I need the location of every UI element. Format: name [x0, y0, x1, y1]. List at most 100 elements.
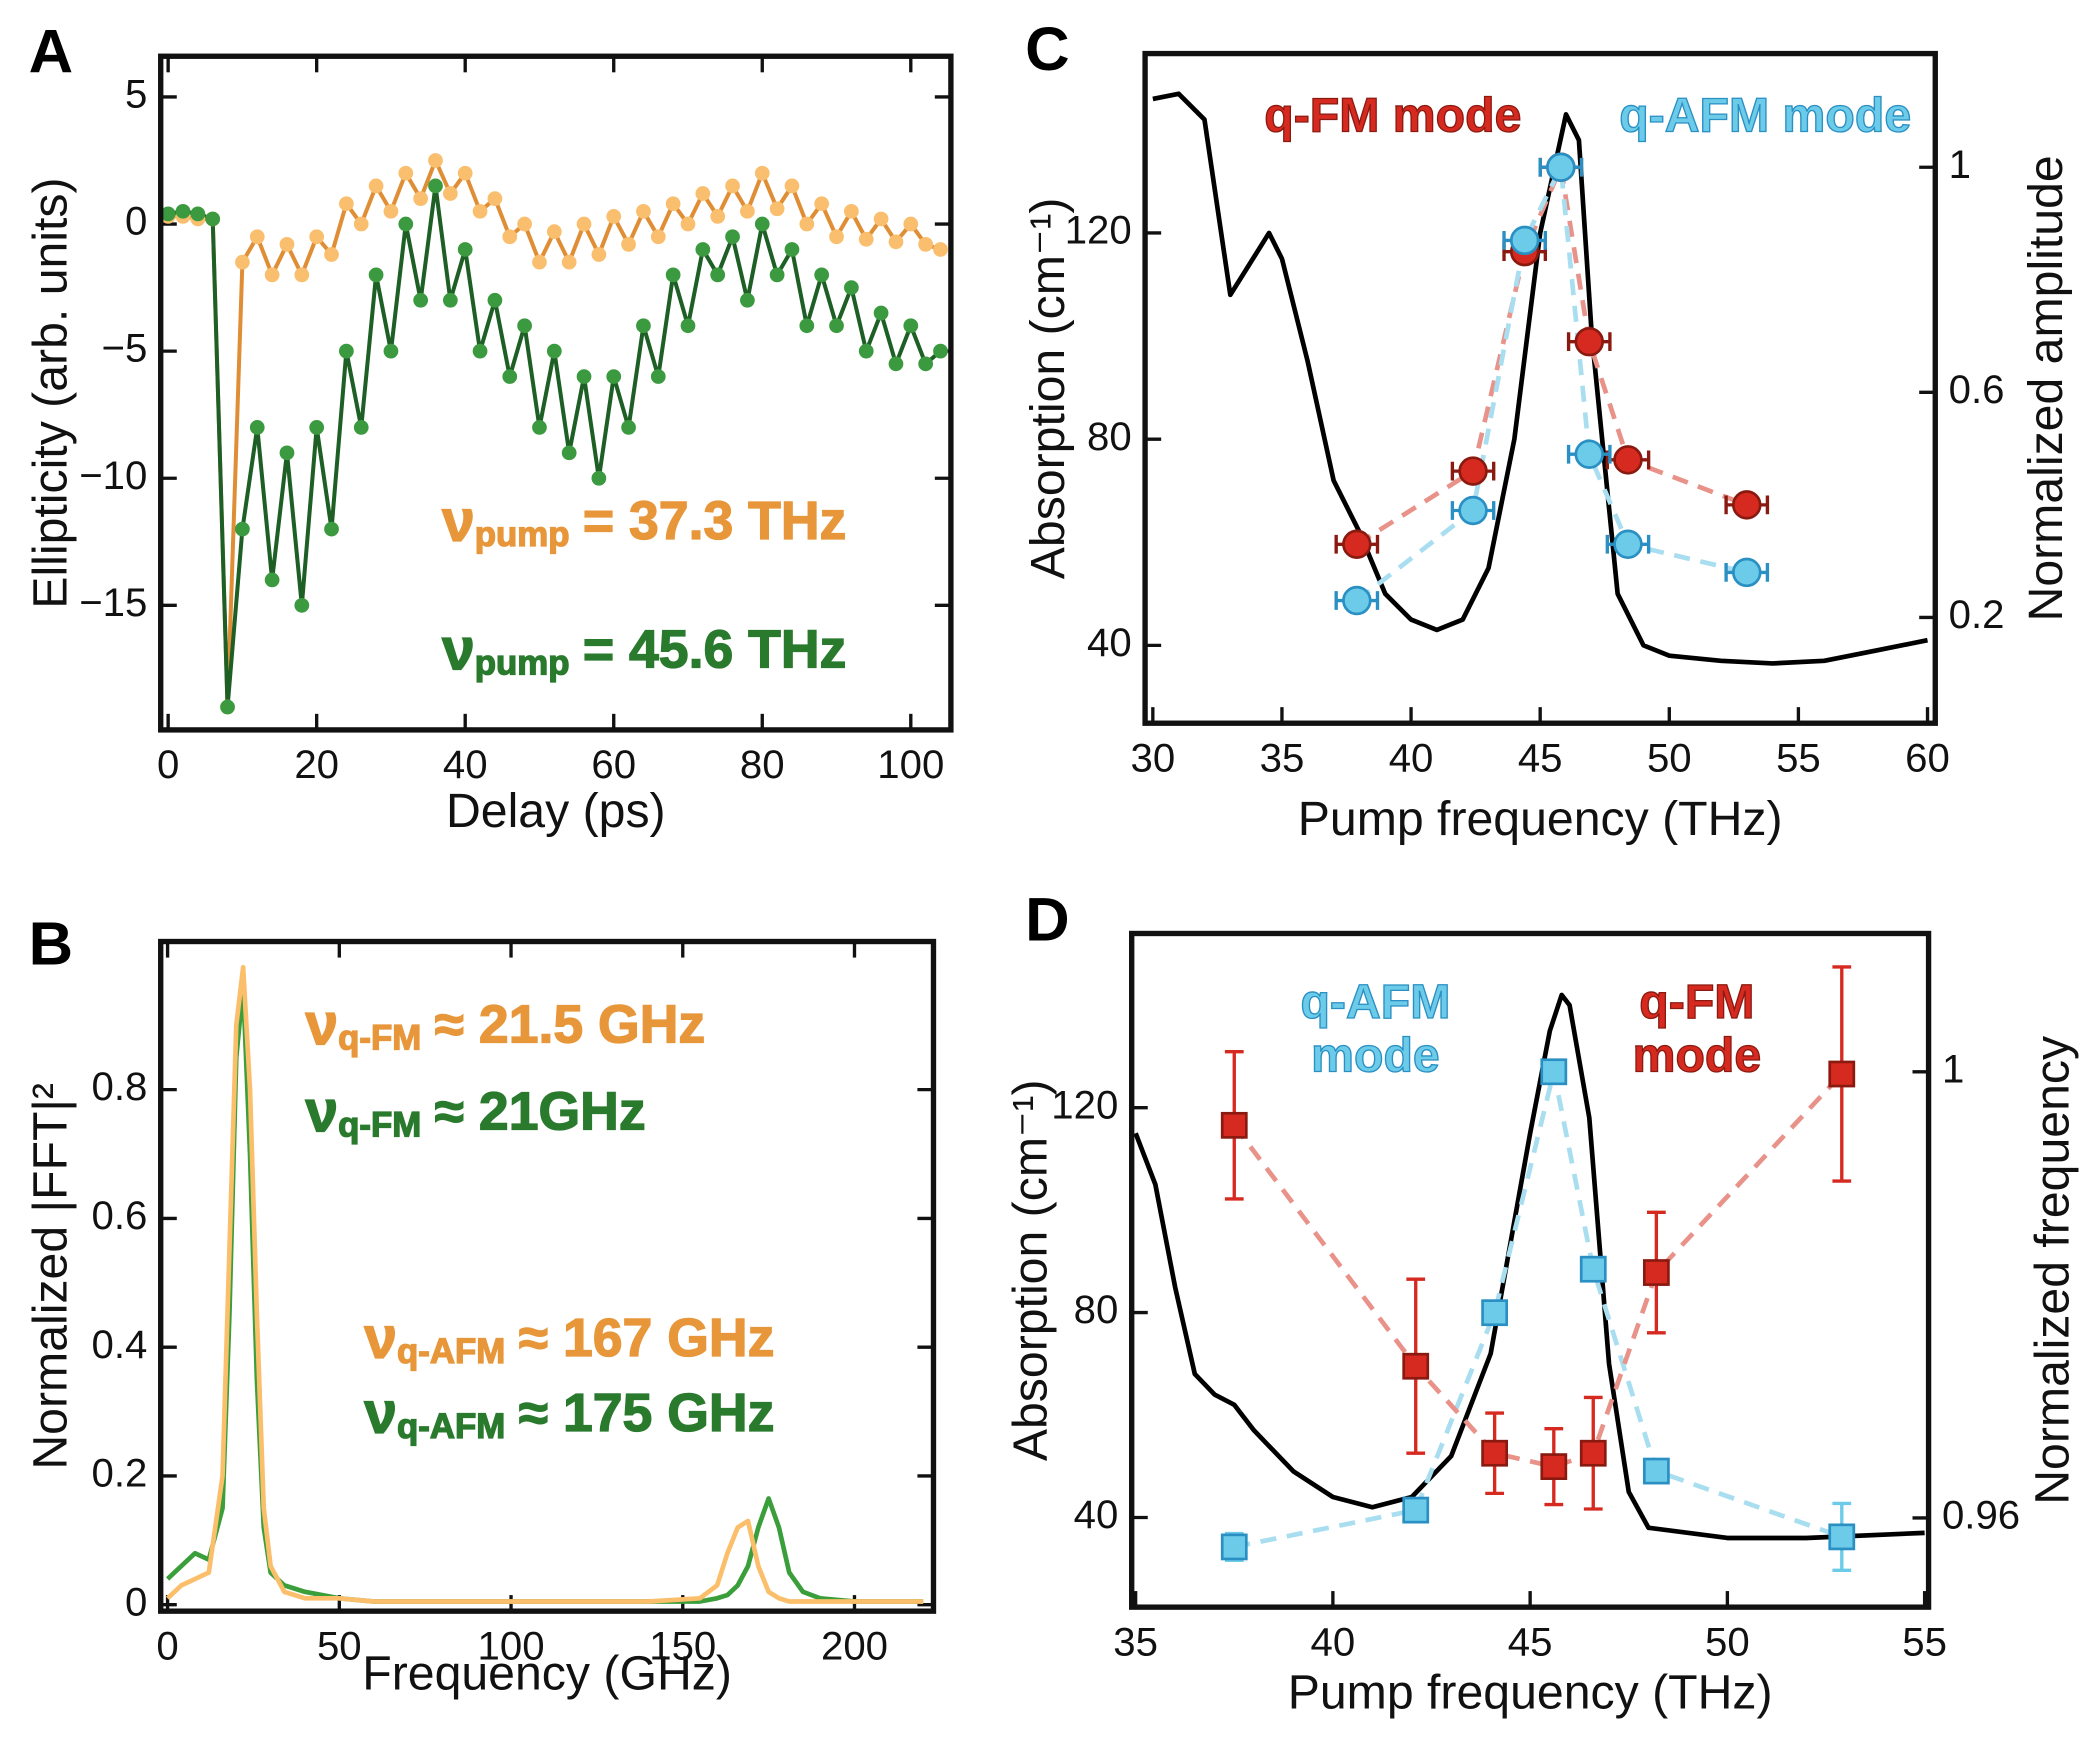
y2-tick-label: 0.2	[1949, 592, 2005, 637]
marker	[636, 318, 651, 334]
annotation-symbol: ν	[364, 1381, 397, 1446]
marker	[1642, 1259, 1670, 1286]
marker	[1458, 456, 1488, 486]
y-tick-label: 0	[125, 199, 147, 244]
x-tick-label: 50	[1647, 735, 1692, 780]
annotation-symbol: ν	[305, 1079, 338, 1144]
x-tick-label: 30	[1131, 735, 1176, 780]
x-tick-label: 150	[649, 1623, 716, 1668]
marker	[814, 196, 830, 212]
y2-tick-label: 1	[1949, 142, 1971, 187]
marker	[1402, 1496, 1430, 1524]
x-axis-label: Delay (ps)	[446, 784, 666, 838]
marker	[1402, 1352, 1430, 1380]
x-tick-label: 0	[157, 742, 179, 787]
marker	[918, 237, 934, 252]
marker	[235, 521, 250, 537]
marker	[1828, 1060, 1856, 1088]
plot-frame	[1142, 50, 1938, 726]
legend-label: q-AFM mode	[1619, 88, 1912, 142]
annotation-text: ≈ 21.5 GHz	[435, 996, 706, 1055]
x-tick-label: 50	[317, 1623, 362, 1668]
marker	[1828, 1523, 1856, 1551]
marker	[546, 343, 562, 359]
marker	[650, 229, 666, 245]
marker	[324, 521, 339, 537]
marker	[1481, 1299, 1509, 1327]
marker	[680, 318, 696, 334]
y-axis-label: Ellipticity (arb. units)	[23, 177, 77, 608]
marker	[829, 318, 844, 334]
marker	[740, 203, 755, 219]
marker	[428, 178, 443, 194]
marker	[606, 369, 622, 384]
marker	[190, 206, 206, 222]
panel: A 0 20 40 60 80 100 5 0 −5 −10 −15 Delay (ps) Ellipti…	[23, 18, 954, 838]
marker	[160, 206, 176, 222]
x-tick-label: 60	[591, 742, 636, 787]
x-tick-label: 45	[1508, 1619, 1553, 1664]
legend-label: q-AFM mode	[1300, 975, 1451, 1083]
marker	[829, 229, 844, 245]
series-line	[1355, 164, 1748, 603]
marker	[1458, 495, 1488, 526]
y2-tick-label: 1	[1942, 1046, 1964, 1091]
marker	[621, 420, 636, 435]
y-tick-label: 120	[1051, 1082, 1118, 1127]
marker	[636, 203, 651, 219]
panel: C 30 35 40 45 50 55 60 40 80 120 0.2 0.6 1 Pump freque…	[1021, 15, 2073, 846]
x-tick-label: 80	[740, 742, 785, 787]
marker	[576, 216, 592, 232]
y-tick-label: −5	[102, 326, 148, 371]
marker	[710, 209, 726, 224]
marker	[413, 292, 429, 308]
x-tick-label: 100	[877, 742, 944, 787]
annotation-text: ≈ 167 GHz	[519, 1309, 775, 1368]
marker	[725, 229, 740, 245]
series-line	[1152, 91, 1928, 666]
marker	[487, 292, 503, 308]
marker	[799, 318, 815, 334]
marker	[279, 237, 295, 252]
plot-area	[160, 153, 948, 715]
y-axis-label: Absorption (cm⁻¹)	[1021, 198, 1075, 580]
y2-tick-label: 0.6	[1949, 367, 2005, 412]
y-tick-label: 40	[1087, 620, 1132, 665]
marker	[621, 237, 636, 252]
marker	[1342, 585, 1372, 616]
annotation-sub: pump	[475, 515, 570, 554]
panel-label: C	[1025, 15, 1069, 84]
marker	[1546, 152, 1576, 182]
marker	[1540, 1453, 1568, 1481]
marker	[561, 445, 577, 461]
marker	[888, 356, 904, 372]
marker	[844, 280, 859, 295]
marker	[472, 203, 488, 219]
legend-box: q-AFM mode	[1300, 975, 1451, 1083]
marker	[353, 420, 369, 435]
marker	[814, 267, 830, 283]
marker	[264, 572, 280, 588]
marker	[1732, 557, 1762, 588]
y-tick-label: 0.6	[91, 1193, 147, 1238]
y-tick-label: 5	[125, 72, 147, 117]
marker	[546, 224, 562, 240]
annotation-symbol: ν	[442, 489, 475, 554]
marker	[428, 153, 443, 168]
marker	[383, 203, 399, 219]
series-line	[165, 984, 924, 1604]
marker	[799, 216, 815, 232]
marker	[1732, 490, 1762, 520]
marker	[368, 267, 384, 283]
marker	[472, 343, 488, 359]
marker	[695, 242, 711, 257]
marker	[1579, 1439, 1607, 1467]
marker	[457, 242, 473, 257]
x-axis-label: Pump frequency (THz)	[1288, 1665, 1773, 1719]
marker	[576, 369, 592, 384]
y-tick-label: 0.4	[91, 1322, 147, 1367]
x-tick-label: 0	[156, 1623, 178, 1668]
marker	[1509, 225, 1540, 256]
marker	[680, 216, 696, 232]
